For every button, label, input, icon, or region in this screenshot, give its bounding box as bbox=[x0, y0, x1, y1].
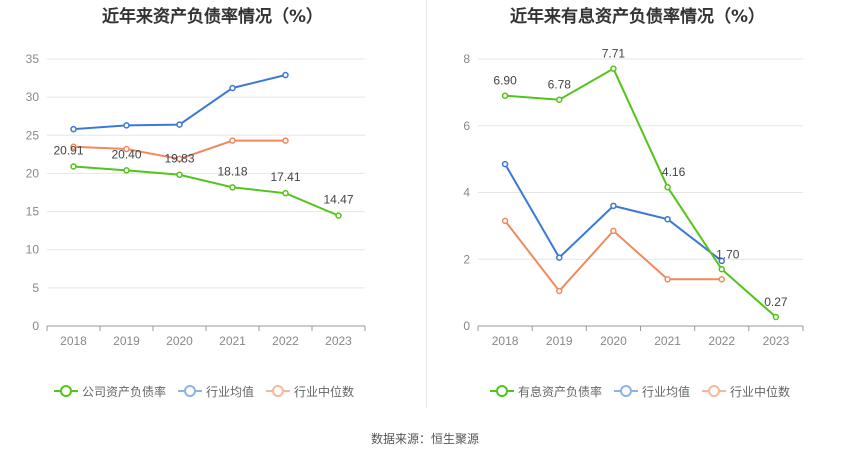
legend-interest-debt-ratio: 有息资产负债率 行业均值 行业中位数 bbox=[490, 381, 790, 401]
legend-label-interest-company: 有息资产负债率 bbox=[518, 384, 603, 399]
legend-item-industry-mean[interactable]: 行业均值 bbox=[178, 383, 254, 400]
data-point-0-0-5 bbox=[335, 212, 342, 219]
data-source-note: 数据来源：恒生聚源 bbox=[370, 432, 479, 446]
data-point-0-0-3 bbox=[229, 184, 236, 191]
x-tick-label-1-3: 2021 bbox=[654, 334, 681, 348]
data-point-0-2-3 bbox=[229, 137, 236, 144]
data-point-1-0-0 bbox=[501, 92, 509, 99]
data-point-1-2-3 bbox=[664, 276, 671, 283]
legend-label-industry-median: 行业中位数 bbox=[294, 384, 355, 399]
data-label-0-1: 20.40 bbox=[111, 147, 141, 161]
chart-title-interest-debt-ratio: 近年来有息资产负债率情况（%） bbox=[509, 7, 766, 27]
y-tick-label-0-5: 25 bbox=[26, 128, 40, 142]
data-label-1-4: 1.70 bbox=[716, 247, 740, 261]
data-label-0-4: 17.41 bbox=[270, 170, 300, 184]
data-point-1-2-0 bbox=[501, 217, 509, 225]
data-point-1-2-2 bbox=[610, 227, 617, 235]
series-line-1-1 bbox=[504, 163, 723, 262]
data-point-1-0-1 bbox=[556, 96, 563, 103]
data-point-1-0-2 bbox=[610, 65, 617, 72]
series-line-0-1 bbox=[73, 74, 286, 131]
data-point-0-0-1 bbox=[123, 167, 130, 174]
legend-swatch-interest-industry-mean bbox=[614, 385, 639, 397]
data-point-1-0-3 bbox=[664, 183, 671, 191]
data-label-1-5: 0.27 bbox=[764, 295, 788, 309]
data-label-1-2: 7.71 bbox=[602, 47, 626, 61]
data-point-0-2-4 bbox=[282, 137, 289, 144]
data-label-0-3: 18.18 bbox=[217, 164, 247, 178]
data-point-0-0-0 bbox=[70, 163, 77, 170]
data-point-1-0-4 bbox=[718, 266, 725, 273]
y-tick-label-0-3: 15 bbox=[26, 205, 40, 219]
data-label-0-5: 14.47 bbox=[323, 193, 353, 207]
data-label-0-0: 20.91 bbox=[53, 143, 83, 157]
legend-swatch-industry-median bbox=[266, 385, 291, 397]
legend-item-interest-industry-mean[interactable]: 行业均值 bbox=[614, 383, 690, 400]
data-point-1-1-1 bbox=[556, 254, 563, 261]
legend-swatch-company bbox=[54, 385, 78, 397]
legend-swatch-interest-company bbox=[490, 385, 514, 397]
data-point-0-1-3 bbox=[229, 84, 236, 92]
x-tick-label-1-4: 2022 bbox=[708, 334, 735, 348]
x-tick-label-1-2: 2020 bbox=[600, 334, 627, 348]
data-point-0-1-0 bbox=[70, 125, 77, 133]
y-tick-label-0-1: 5 bbox=[32, 281, 39, 295]
data-label-1-1: 6.78 bbox=[548, 78, 572, 92]
data-label-1-3: 4.16 bbox=[662, 165, 686, 179]
y-tick-label-0-7: 35 bbox=[26, 52, 40, 66]
x-tick-label-1-5: 2023 bbox=[763, 334, 790, 348]
series-line-0-0 bbox=[73, 165, 339, 217]
legend-debt-ratio: 公司资产负债率 行业均值 行业中位数 bbox=[54, 381, 354, 401]
data-point-1-1-0 bbox=[501, 160, 509, 168]
legend-label-interest-industry-mean: 行业均值 bbox=[642, 384, 691, 399]
y-tick-label-1-2: 4 bbox=[463, 186, 470, 200]
y-tick-label-0-4: 20 bbox=[26, 166, 40, 180]
legend-item-company[interactable]: 公司资产负债率 bbox=[54, 383, 166, 400]
x-tick-label-0-0: 2018 bbox=[60, 334, 87, 348]
x-tick-label-0-5: 2023 bbox=[325, 334, 352, 348]
panel-divider bbox=[426, 0, 427, 408]
legend-item-interest-industry-median[interactable]: 行业中位数 bbox=[702, 383, 790, 400]
data-point-0-1-1 bbox=[123, 122, 130, 129]
chart-title-debt-ratio: 近年来资产负债率情况（%） bbox=[101, 7, 324, 27]
data-point-0-0-4 bbox=[282, 189, 289, 197]
data-point-0-2-2 bbox=[176, 155, 183, 163]
y-tick-label-1-0: 0 bbox=[463, 319, 470, 333]
data-point-1-1-3 bbox=[664, 215, 671, 223]
y-tick-label-1-4: 8 bbox=[463, 52, 470, 66]
x-tick-label-0-2: 2020 bbox=[166, 334, 193, 348]
legend-label-industry-mean: 行业均值 bbox=[206, 384, 255, 399]
legend-swatch-industry-mean bbox=[178, 385, 203, 397]
data-point-1-1-4 bbox=[718, 257, 725, 265]
x-tick-label-0-4: 2022 bbox=[272, 334, 299, 348]
data-label-1-0: 6.90 bbox=[493, 74, 517, 88]
legend-item-industry-median[interactable]: 行业中位数 bbox=[266, 383, 354, 400]
data-point-1-2-4 bbox=[718, 276, 725, 283]
data-point-0-0-2 bbox=[176, 171, 183, 178]
series-line-1-0 bbox=[505, 67, 777, 318]
legend-swatch-interest-industry-median bbox=[702, 385, 727, 397]
data-point-0-2-1 bbox=[123, 145, 130, 153]
y-tick-label-0-6: 30 bbox=[26, 90, 40, 104]
data-label-0-2: 19.83 bbox=[164, 152, 194, 166]
x-tick-label-1-0: 2018 bbox=[492, 334, 519, 348]
x-tick-label-0-3: 2021 bbox=[219, 334, 246, 348]
data-point-1-0-5 bbox=[772, 313, 780, 321]
y-tick-label-0-0: 0 bbox=[32, 319, 39, 333]
y-tick-label-1-3: 6 bbox=[463, 119, 470, 133]
legend-label-company: 公司资产负债率 bbox=[82, 384, 167, 399]
legend-label-interest-industry-median: 行业中位数 bbox=[730, 384, 791, 399]
data-point-0-1-2 bbox=[176, 121, 183, 128]
x-tick-label-0-1: 2019 bbox=[113, 334, 140, 348]
data-point-1-2-1 bbox=[556, 287, 563, 295]
data-point-0-2-0 bbox=[70, 143, 77, 150]
legend-item-interest-company[interactable]: 有息资产负债率 bbox=[490, 383, 602, 400]
y-tick-label-1-1: 2 bbox=[463, 252, 470, 266]
data-point-0-1-4 bbox=[282, 71, 289, 79]
y-tick-label-0-2: 10 bbox=[26, 243, 40, 257]
x-tick-label-1-1: 2019 bbox=[546, 334, 573, 348]
data-point-1-1-2 bbox=[610, 202, 617, 210]
